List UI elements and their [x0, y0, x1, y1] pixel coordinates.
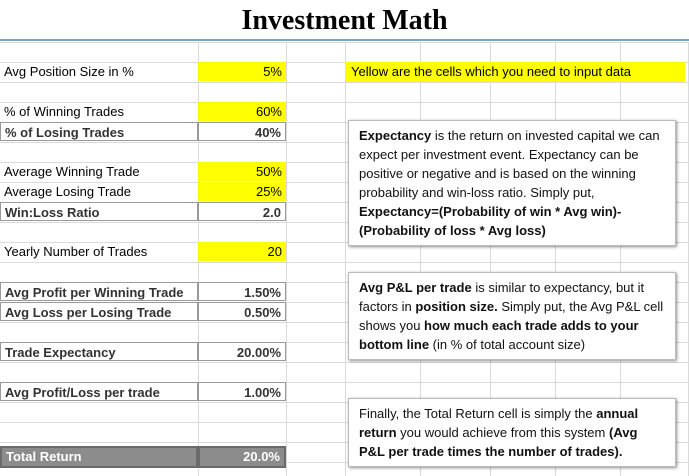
grid-line [0, 202, 689, 203]
grid-line [0, 262, 689, 263]
grid-line [0, 382, 689, 383]
note-box: Avg P&L per trade is similar to expectan… [348, 272, 676, 360]
row-label: Total Return [0, 446, 198, 468]
note-text: Avg P&L per trade [359, 280, 472, 295]
row-label: Avg Position Size in % [4, 64, 134, 79]
row-value: 2.0 [198, 202, 286, 221]
row-value: 1.00% [198, 382, 286, 401]
grid-line [345, 42, 346, 476]
note-text: position size. [415, 299, 498, 314]
row-value: 0.50% [198, 302, 286, 321]
grid-line [0, 462, 689, 463]
grid-line [0, 402, 689, 403]
grid-line [420, 42, 421, 476]
grid-line [0, 42, 689, 43]
grid-line [0, 362, 689, 363]
grid-line [0, 62, 689, 63]
row-value: 20.0% [198, 446, 286, 468]
row-value: 60% [198, 102, 286, 121]
grid-line [490, 42, 491, 476]
title: Investment Math [241, 5, 448, 36]
note-text: is similar to expectancy, but it factors… [359, 280, 645, 314]
row-label: Average Winning Trade [4, 164, 140, 179]
row-value: 40% [198, 122, 286, 141]
row-label: % of Winning Trades [4, 104, 124, 119]
title-underline [0, 39, 689, 41]
legend-note: Yellow are the cells which you need to i… [345, 62, 685, 82]
row-label: Yearly Number of Trades [4, 244, 148, 259]
row-label: Avg Profit per Winning Trade [0, 282, 198, 301]
grid-line [0, 122, 689, 123]
row-label: Avg Loss per Losing Trade [0, 302, 198, 321]
grid-line [0, 142, 689, 143]
grid-line [0, 222, 689, 223]
row-value: 20.00% [198, 342, 286, 361]
grid-line [0, 342, 689, 343]
note-text: Finally, the Total Return cell is simply… [359, 406, 597, 421]
note-text: (in % of total account size) [429, 337, 586, 352]
row-label: Average Losing Trade [4, 184, 131, 199]
row-value: 25% [198, 182, 286, 201]
note-text: Expectancy [359, 128, 432, 143]
row-value: 5% [198, 62, 286, 81]
grid-line [0, 182, 689, 183]
row-label: % of Losing Trades [0, 122, 198, 141]
grid-line [0, 282, 689, 283]
note-box: Expectancy is the return on invested cap… [348, 120, 676, 246]
grid-line [0, 302, 689, 303]
note-text: Simply put, the Avg P&L cell shows you [359, 299, 664, 333]
note-text: (Avg P&L per trade times the number of t… [359, 425, 638, 459]
grid-line [0, 242, 689, 243]
row-label: Trade Expectancy [0, 342, 198, 361]
grid-line [0, 442, 689, 443]
row-label: Win:Loss Ratio [0, 202, 198, 221]
note-text: you would achieve from this system [396, 425, 609, 440]
grid-line [620, 42, 621, 476]
grid-line [555, 42, 556, 476]
note-text: annual return [359, 406, 639, 440]
row-value: 1.50% [198, 282, 286, 301]
row-label: Avg Profit/Loss per trade [0, 382, 198, 401]
grid-line [0, 422, 689, 423]
grid-line [286, 42, 287, 476]
note-text: how much each trade adds to your bottom … [359, 318, 639, 352]
grid-line [0, 82, 689, 83]
grid-line [0, 162, 689, 163]
grid-line [0, 322, 689, 323]
note-text: Expectancy=(Probability of win * Avg win… [359, 204, 622, 238]
row-value: 20 [198, 242, 286, 261]
row-value: 50% [198, 162, 286, 181]
note-box: Finally, the Total Return cell is simply… [348, 398, 676, 467]
grid-line [0, 102, 689, 103]
note-text: is the return on invested capital we can… [359, 128, 660, 200]
